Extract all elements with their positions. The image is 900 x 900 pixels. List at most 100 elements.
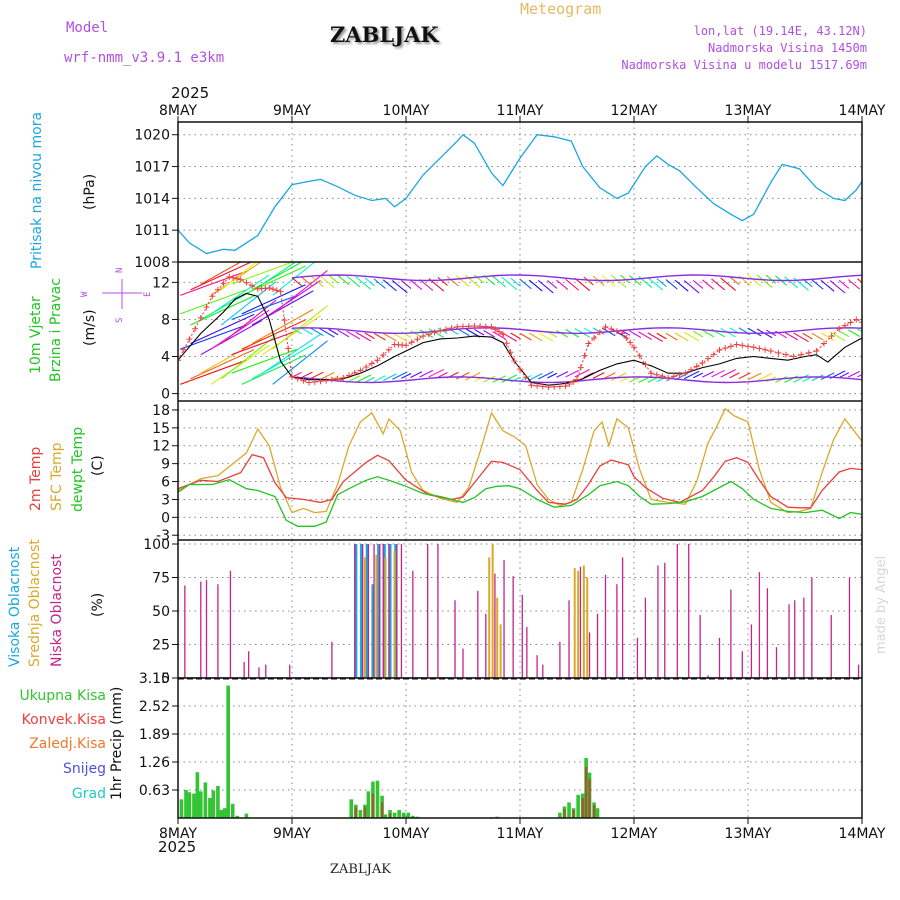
wind-arrow [210,274,270,315]
wind-barb [309,275,324,288]
total-precip-bar [208,798,212,818]
ytick-label-p0: 1020 [134,128,170,144]
gust-marker [783,351,789,358]
gust-marker [448,325,455,332]
wind-arrow [272,269,328,315]
wind-arrow [231,262,295,285]
wind-barb [455,371,470,380]
wind-barb-staff [291,274,862,282]
model-name: wrf-nmm_v3.9.1 e3km [64,50,225,66]
wind-barb [428,328,445,338]
wind-barb [410,279,423,291]
total-precip-bar [406,812,411,818]
wind-barb [537,371,554,380]
gust-marker [865,322,871,328]
wind-barb [802,332,813,340]
gust-marker [323,377,330,384]
total-precip-bar [226,685,230,818]
gust-marker [517,366,523,373]
total-precip-bar [244,813,249,818]
xtick-label-bottom: 11MAY [497,826,544,842]
gust-marker [623,334,630,341]
wind-barb [693,330,704,338]
gust-marker [420,333,427,340]
ytick-label-p3: 25 [152,638,170,654]
gust-marker [511,358,518,365]
wind-barb [885,276,896,286]
wind-barb [319,327,335,338]
ytick-label-p1: 4 [161,350,170,366]
wind-barb [401,280,412,289]
total-precip-bar [411,815,415,818]
gust-marker [285,345,292,352]
wind-barb [510,332,521,340]
gust-marker [243,279,250,286]
wind-arrow [190,262,253,291]
wind-barb [811,279,824,290]
conv-precip-bar [588,778,591,818]
gust-marker [522,374,529,381]
wind-barb [355,331,372,342]
wind-barb [829,331,846,342]
wind-barb [419,369,434,378]
gust-marker [581,352,588,359]
conv-precip-bar [363,807,367,818]
coords-label: lon,lat (19.14E, 43.12N) [693,24,867,38]
wind-barb [337,274,350,286]
gust-marker [499,331,506,338]
wind-barb [629,275,642,286]
temperature-lines [178,407,862,527]
gust-marker [733,341,740,348]
wind-barb [811,374,824,382]
gust-marker [631,344,637,351]
wind-barb [894,373,900,380]
gust-marker [306,379,313,386]
wind-barb [811,332,824,341]
gust-marker [574,376,580,383]
ytick-label-p1: 8 [161,312,170,328]
wind-arrow [220,262,258,291]
wind-arrow [251,308,314,345]
gust-marker [266,284,273,291]
wind-arrow [272,340,328,385]
gust-marker [670,373,677,380]
total-precip-bar [375,780,380,818]
gust-marker [408,339,415,346]
gust-marker [289,373,295,380]
gust-marker [859,319,862,326]
wind-barb-staff [291,327,862,335]
wind-barb [848,370,860,378]
wind-barb [747,327,762,337]
gust-marker [562,383,569,390]
wind-barb [847,279,861,290]
wind-barb [784,331,798,341]
wind-arrow [220,299,277,344]
wind-barb [464,274,481,288]
wind-barb [446,275,459,287]
wind-barb [410,371,423,378]
gust-marker [870,325,876,331]
wind-barb [382,373,397,381]
gust-marker [627,339,634,346]
freezing-precip-label: Zaledj.Kisa [29,736,106,752]
gust-marker [503,340,510,347]
xtick-label-top: 9MAY [273,103,311,119]
gust-marker [693,363,700,370]
total-precip-bar [195,772,200,818]
wind-barb [592,327,605,335]
wind-barb [519,332,532,341]
gust-marker [442,326,449,333]
wind-barb [738,372,751,380]
gust-marker [374,357,381,364]
wind-barb [692,279,704,289]
gust-marker [233,275,240,282]
gust-marker [277,288,284,295]
gust-marker [357,367,364,374]
gust-marker [577,364,584,371]
ytick-label-p3: 75 [152,571,170,587]
wind-arrow [241,354,306,385]
ytick-label-p0: 1011 [134,223,170,239]
wind-barb [857,328,862,333]
gust-marker [841,322,848,329]
